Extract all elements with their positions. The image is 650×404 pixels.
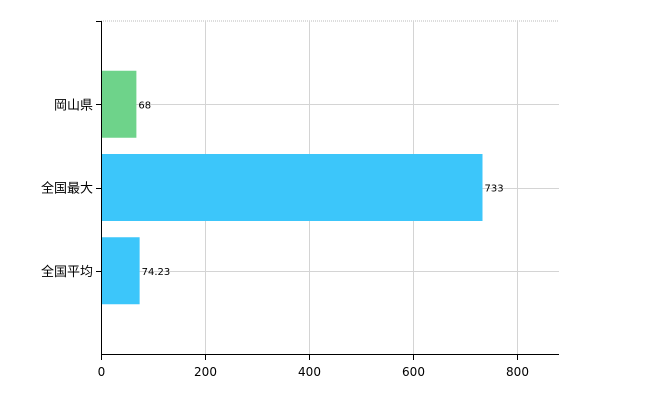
bar-0 (101, 70, 137, 138)
x-tick-label-3: 600 (402, 365, 425, 379)
data-label-2: 74.23 (142, 267, 171, 278)
x-tick-label-2: 400 (298, 365, 321, 379)
x-tick-label-0: 0 (98, 365, 106, 379)
data-label-0: 68 (138, 100, 151, 111)
x-tick-label-4: 800 (506, 365, 529, 379)
y-tick-label-1: 全国最大 (41, 181, 93, 197)
data-label-1: 733 (484, 184, 503, 195)
y-tick-label-2: 全国平均 (41, 264, 93, 280)
axes (96, 21, 559, 360)
bar-2 (101, 237, 140, 305)
x-tick-label-1: 200 (194, 365, 217, 379)
y-tick-label-0: 岡山県 (54, 98, 93, 113)
bars (101, 70, 483, 305)
bar-1 (101, 154, 483, 221)
